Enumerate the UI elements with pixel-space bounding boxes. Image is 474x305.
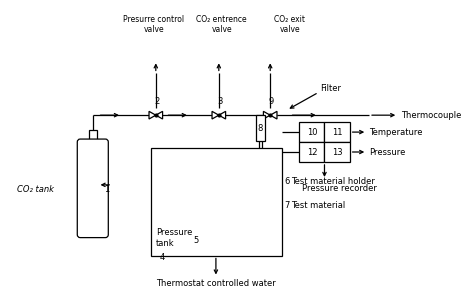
- Text: 8: 8: [258, 124, 263, 133]
- Polygon shape: [264, 111, 270, 119]
- Text: 5: 5: [193, 236, 199, 245]
- Text: 1: 1: [104, 185, 109, 194]
- Bar: [151, 148, 282, 256]
- Bar: [89, 130, 97, 142]
- Bar: [205, 160, 238, 169]
- Text: Presurre control
valve: Presurre control valve: [123, 15, 184, 34]
- Polygon shape: [149, 111, 156, 119]
- Polygon shape: [212, 111, 219, 119]
- Text: Pressure
tank: Pressure tank: [156, 228, 192, 248]
- Text: 3: 3: [217, 97, 222, 106]
- Bar: [205, 210, 238, 241]
- Polygon shape: [219, 111, 226, 119]
- Text: CO₂ tank: CO₂ tank: [17, 185, 54, 194]
- Text: 11: 11: [332, 127, 342, 137]
- Text: Thermostat controlled water: Thermostat controlled water: [156, 279, 276, 289]
- Text: 2: 2: [154, 97, 159, 106]
- Bar: [199, 156, 245, 249]
- Text: Filter: Filter: [320, 84, 342, 93]
- Bar: [299, 122, 325, 142]
- Text: 4: 4: [160, 253, 165, 262]
- Bar: [255, 115, 265, 141]
- Bar: [325, 122, 350, 142]
- Text: 13: 13: [332, 148, 342, 156]
- Text: 12: 12: [307, 148, 317, 156]
- Text: 6: 6: [285, 178, 290, 186]
- Text: CO₂ entrence
valve: CO₂ entrence valve: [196, 15, 247, 34]
- Text: Test material holder: Test material holder: [292, 178, 375, 186]
- Text: Temperature: Temperature: [369, 127, 423, 137]
- Text: 10: 10: [307, 127, 317, 137]
- Text: Pressure: Pressure: [369, 148, 405, 156]
- Polygon shape: [270, 111, 277, 119]
- Text: Pressure recorder: Pressure recorder: [302, 184, 377, 193]
- Text: 9: 9: [269, 97, 274, 106]
- FancyBboxPatch shape: [77, 139, 108, 238]
- Bar: [325, 142, 350, 162]
- Text: Test material: Test material: [292, 201, 346, 210]
- Text: CO₂ exit
valve: CO₂ exit valve: [274, 15, 305, 34]
- Bar: [299, 142, 325, 162]
- Bar: [205, 169, 238, 210]
- Text: Thermocouple: Thermocouple: [401, 111, 462, 120]
- Text: 7: 7: [285, 201, 290, 210]
- Polygon shape: [156, 111, 163, 119]
